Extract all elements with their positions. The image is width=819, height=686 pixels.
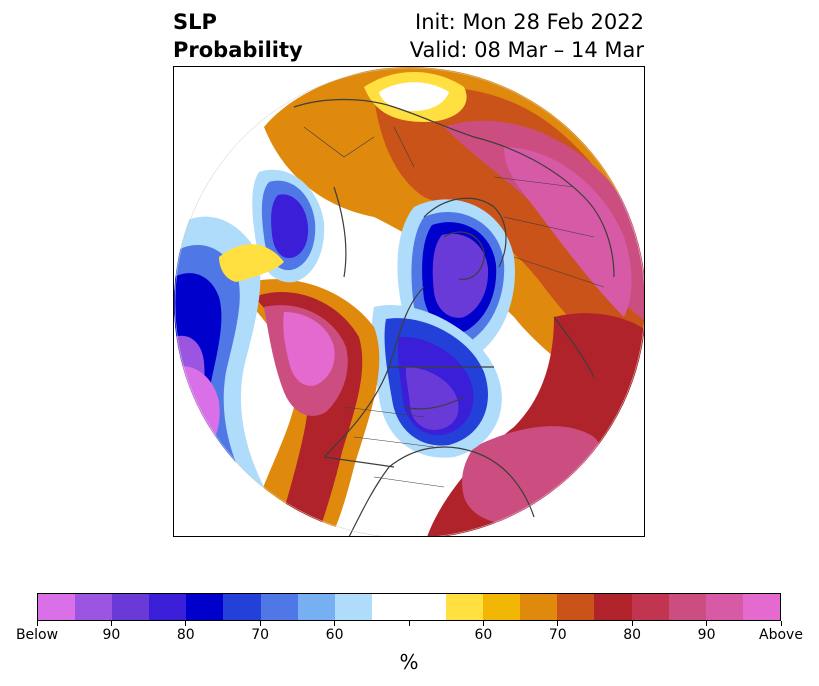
colorbar-tick-label: 60 [325, 627, 344, 643]
colorbar-segment [75, 594, 113, 620]
colorbar-segment [742, 594, 780, 620]
colorbar-segment [408, 594, 447, 620]
colorbar-tick [259, 621, 261, 626]
colorbar-tick [482, 621, 484, 626]
colorbar-tick-label: 80 [623, 627, 642, 643]
colorbar-tick-label: 90 [102, 627, 121, 643]
colorbar-tick [706, 621, 708, 626]
colorbar-segment [260, 594, 298, 620]
colorbar-segment [112, 594, 150, 620]
chart-title-left: SLP Probability [173, 8, 303, 64]
colorbar-segment [483, 594, 521, 620]
colorbar-segment [38, 594, 76, 620]
colorbar-segment [297, 594, 335, 620]
colorbar-tick-label: 90 [697, 627, 716, 643]
colorbar-tick-label: 80 [176, 627, 195, 643]
colorbar-segment [668, 594, 706, 620]
variable-label: SLP [173, 10, 217, 34]
colorbar-tick-label: 60 [474, 627, 493, 643]
colorbar-segment [520, 594, 558, 620]
colorbar [37, 593, 781, 621]
colorbar-segment [334, 594, 372, 620]
colorbar-segment [631, 594, 669, 620]
colorbar-tick-label: 70 [251, 627, 270, 643]
colorbar-tick-label: 70 [548, 627, 567, 643]
colorbar-tick [185, 621, 187, 626]
colorbar-tick-label: Below [15, 627, 59, 643]
colorbar-segment [149, 594, 187, 620]
product-label: Probability [173, 38, 303, 62]
colorbar-tick [631, 621, 633, 626]
colorbar-tick [36, 621, 38, 626]
colorbar-segment [371, 594, 409, 620]
probability-map [174, 67, 644, 536]
political-borders [303, 126, 605, 488]
chart-title-right: Init: Mon 28 Feb 2022 Valid: 08 Mar – 14… [410, 8, 644, 64]
init-label: Init: Mon 28 Feb 2022 [415, 10, 644, 34]
colorbar-tick [780, 621, 782, 626]
valid-label: Valid: 08 Mar – 14 Mar [409, 38, 644, 62]
probability-field [174, 67, 644, 536]
colorbar-segment [594, 594, 632, 620]
colorbar-tick [334, 621, 336, 626]
colorbar-segment [557, 594, 595, 620]
colorbar-tick [110, 621, 112, 626]
colorbar-tick-label: Above [759, 627, 803, 643]
colorbar-unit-label: % [399, 650, 419, 674]
colorbar-segment [705, 594, 743, 620]
colorbar-segment [446, 594, 484, 620]
colorbar-segment [186, 594, 224, 620]
colorbar-tick [557, 621, 559, 626]
coastlines [293, 98, 615, 536]
map-panel [173, 66, 645, 537]
colorbar-tick [408, 621, 410, 626]
colorbar-segment [223, 594, 261, 620]
